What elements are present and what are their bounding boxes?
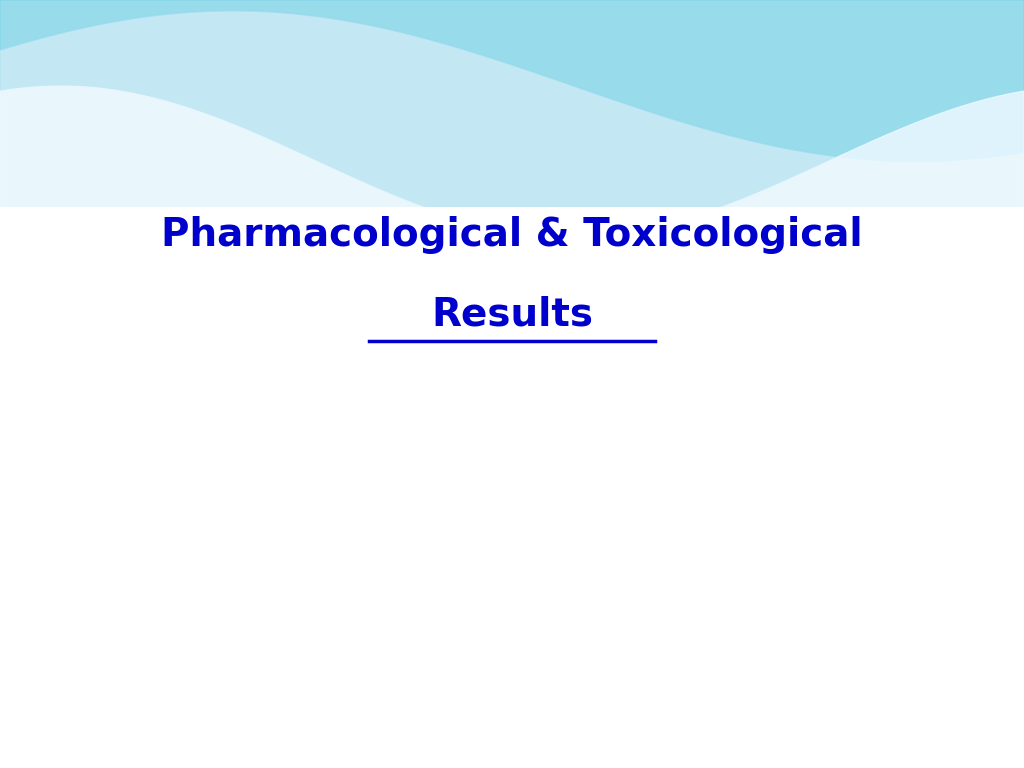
Bar [356,630,385,722]
Bar [470,532,500,722]
Bar [892,494,921,722]
Title: Changes in locomotor activity (no.of movement/20 min) after glue inhalation (800: Changes in locomotor activity (no.of mov… [109,312,915,327]
Bar [807,545,837,722]
Bar [301,594,331,722]
Bar [693,601,723,722]
Bar [777,663,807,722]
Bar [132,682,162,722]
Bar [639,407,668,722]
Bar [440,601,470,722]
Bar [271,628,301,722]
Legend: Before, After: Before, After [829,346,935,396]
Bar [385,486,415,722]
Bar [103,521,132,722]
Bar [723,474,753,722]
Bar [217,683,247,722]
Text: Results: Results [431,296,593,334]
Y-axis label: Number of: Number of [18,476,36,584]
Bar [554,496,584,722]
Bar [609,595,639,722]
X-axis label: Day: Day [492,758,532,768]
Bar [524,624,554,722]
Bar [862,665,892,722]
Bar [187,647,217,722]
Text: Pharmacological & Toxicological: Pharmacological & Toxicological [161,216,863,254]
